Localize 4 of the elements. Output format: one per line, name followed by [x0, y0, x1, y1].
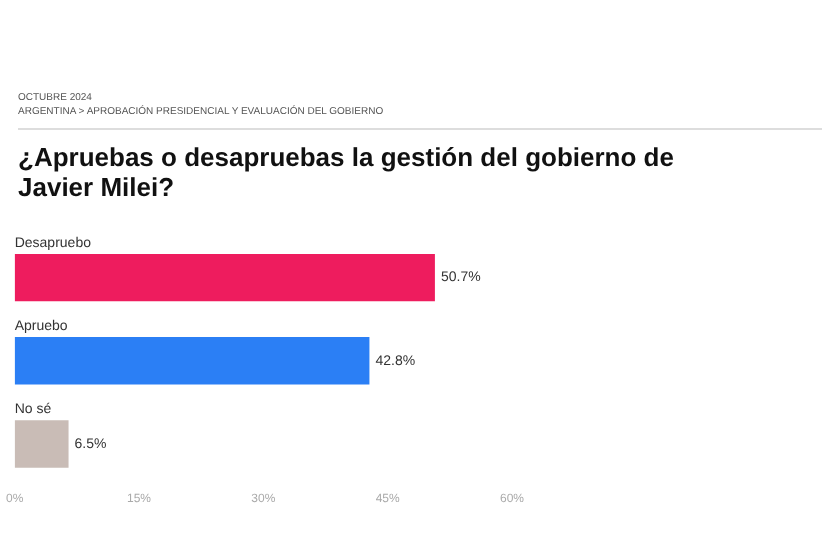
bar: [14, 253, 435, 302]
bar: [14, 420, 69, 468]
bar: [14, 337, 370, 385]
chart-title: ¿Apruebas o desapruebas la gestión del gobierno de Javier Milei?: [18, 142, 676, 202]
